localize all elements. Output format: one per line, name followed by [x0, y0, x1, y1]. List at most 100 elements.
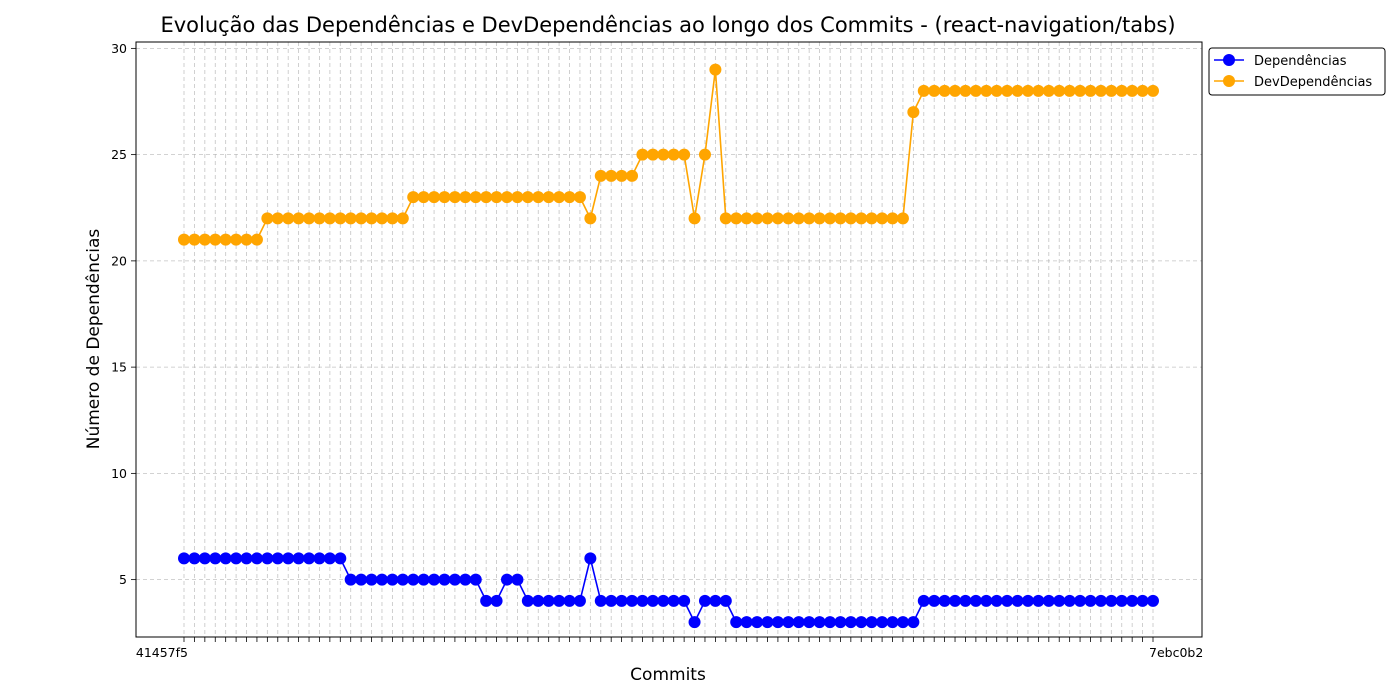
data-point — [313, 212, 326, 225]
data-point — [865, 616, 878, 629]
data-point — [761, 212, 774, 225]
data-point — [980, 84, 993, 97]
data-point — [907, 106, 920, 119]
data-point — [594, 594, 607, 607]
data-point — [667, 148, 680, 161]
data-point — [740, 616, 753, 629]
data-point — [605, 594, 618, 607]
data-point — [501, 573, 513, 586]
data-point — [563, 191, 576, 204]
data-point — [803, 616, 816, 629]
data-point — [834, 212, 847, 225]
data-point — [250, 552, 263, 565]
data-point — [323, 212, 336, 225]
data-point — [803, 212, 816, 225]
data-point — [865, 212, 878, 225]
data-point — [542, 191, 555, 204]
grid-lines — [136, 42, 1202, 637]
data-point — [876, 616, 889, 629]
data-point — [365, 212, 378, 225]
data-point — [1105, 84, 1118, 97]
data-point — [657, 148, 670, 161]
data-point — [240, 233, 253, 246]
data-point — [886, 212, 899, 225]
x-tick-label-first: 41457f5 — [136, 645, 188, 660]
data-point — [709, 63, 722, 76]
data-point — [219, 552, 232, 565]
legend-box — [1208, 47, 1386, 96]
data-point — [407, 191, 420, 204]
data-point — [636, 148, 649, 161]
data-point — [959, 594, 972, 607]
data-point — [303, 552, 316, 565]
data-point — [844, 212, 857, 225]
data-point — [271, 212, 284, 225]
data-point — [907, 616, 920, 629]
data-point — [386, 573, 399, 586]
data-point — [1094, 84, 1107, 97]
data-point — [771, 212, 784, 225]
data-point — [1032, 84, 1045, 97]
data-point — [417, 573, 430, 586]
data-point — [396, 212, 409, 225]
data-point — [1074, 84, 1087, 97]
data-point — [678, 148, 691, 161]
data-point — [813, 212, 826, 225]
data-point — [792, 616, 805, 629]
data-point — [490, 594, 503, 607]
data-point — [896, 616, 909, 629]
data-point — [730, 212, 743, 225]
data-point — [480, 594, 493, 607]
data-point — [876, 212, 889, 225]
data-point — [511, 573, 524, 586]
data-point — [959, 84, 972, 97]
data-point — [250, 233, 263, 246]
data-point — [188, 552, 201, 565]
data-point — [615, 594, 628, 607]
data-point — [928, 594, 941, 607]
data-point — [521, 191, 534, 204]
data-point — [969, 594, 982, 607]
data-point — [553, 594, 566, 607]
data-point — [1126, 84, 1139, 97]
data-point — [355, 573, 368, 586]
data-point — [594, 169, 607, 182]
legend-label-dependencias: Dependências — [1254, 54, 1347, 69]
data-point — [938, 84, 951, 97]
data-point — [688, 616, 701, 629]
data-point — [980, 594, 993, 607]
data-point — [365, 573, 378, 586]
data-point — [1053, 594, 1066, 607]
data-point — [240, 552, 253, 565]
data-point — [355, 212, 368, 225]
data-point — [626, 169, 639, 182]
data-point — [584, 212, 597, 225]
data-point — [698, 148, 711, 161]
data-point — [386, 212, 399, 225]
data-point — [282, 552, 295, 565]
data-point — [886, 616, 899, 629]
data-point — [990, 84, 1003, 97]
data-point — [855, 212, 868, 225]
data-point — [438, 573, 451, 586]
data-point — [626, 594, 639, 607]
data-point — [719, 594, 732, 607]
y-tick-label: 10 — [111, 466, 127, 481]
y-tick-label: 25 — [111, 147, 127, 162]
data-point — [521, 594, 534, 607]
data-point — [761, 616, 774, 629]
data-point — [1094, 594, 1107, 607]
data-point — [1105, 594, 1118, 607]
data-point — [1053, 84, 1066, 97]
data-point — [417, 191, 430, 204]
legend-label-devdependencias: DevDependências — [1254, 75, 1372, 90]
data-point — [428, 573, 441, 586]
data-point — [261, 552, 274, 565]
data-point — [303, 212, 316, 225]
data-point — [563, 594, 576, 607]
data-point — [730, 616, 743, 629]
data-point — [751, 616, 764, 629]
data-point — [824, 212, 836, 225]
data-point — [375, 573, 388, 586]
